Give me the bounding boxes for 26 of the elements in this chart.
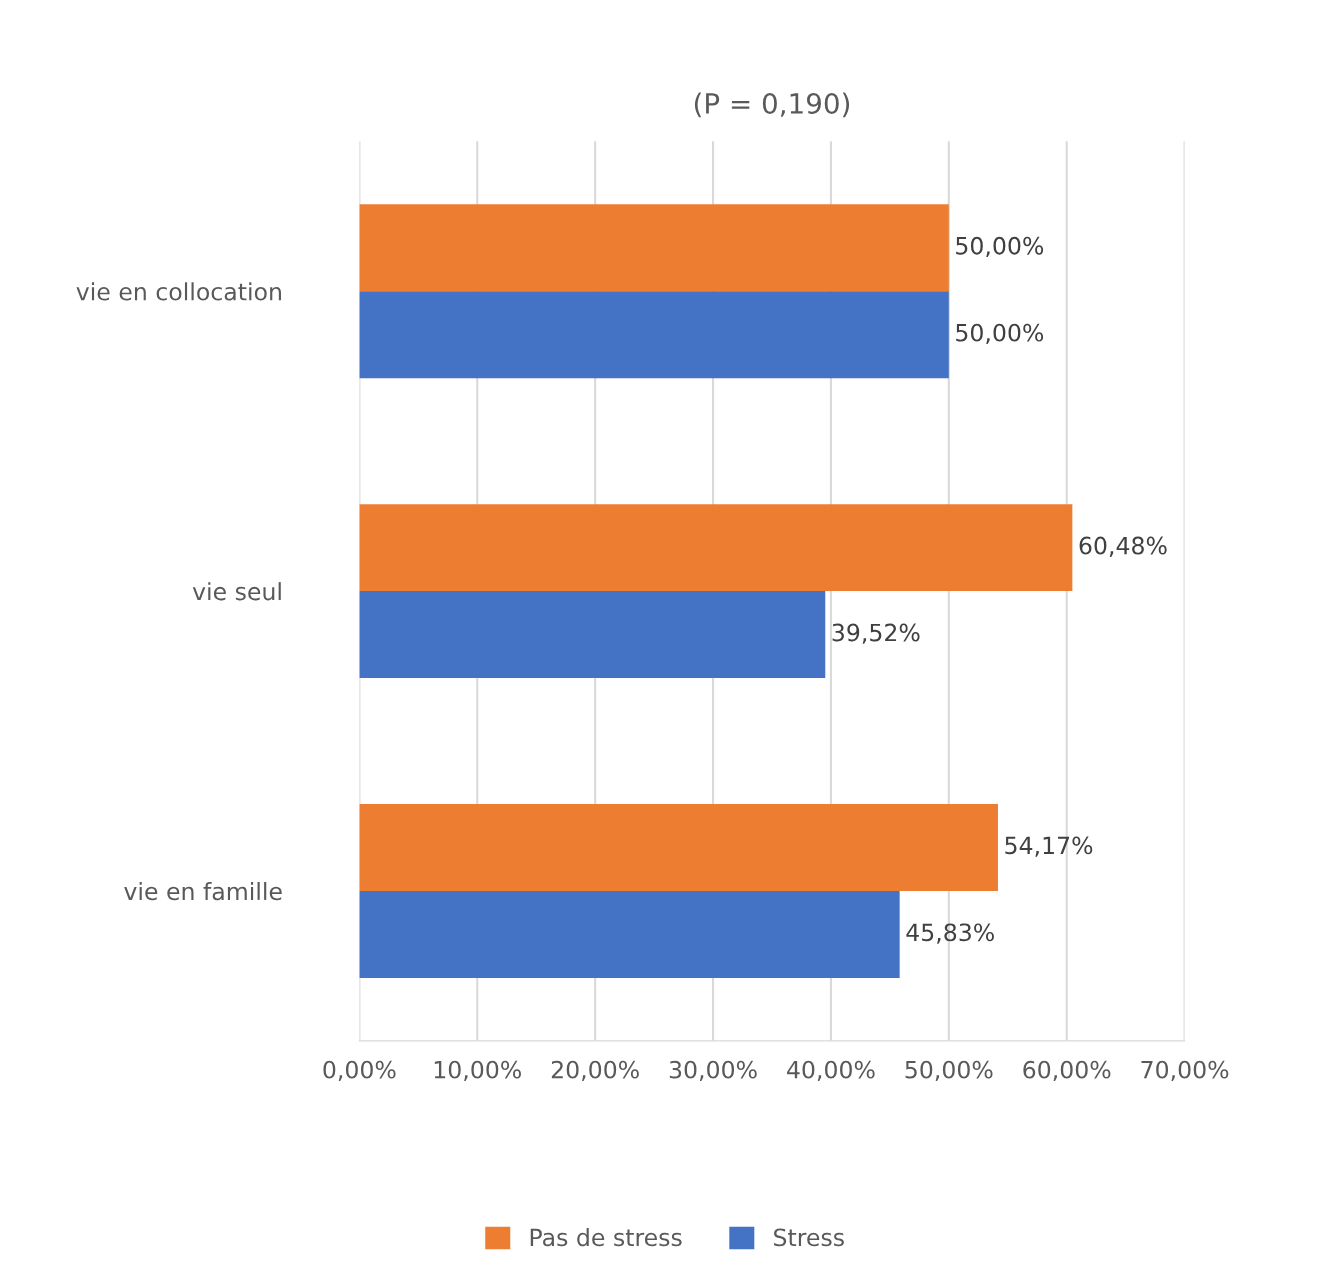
- x-tick-label: 20,00%: [551, 1060, 639, 1081]
- data-label: 60,48%: [1079, 536, 1167, 557]
- x-tick-label: 50,00%: [905, 1060, 993, 1081]
- data-label: 54,17%: [1005, 836, 1093, 857]
- data-label: 50,00%: [956, 323, 1044, 344]
- bar: [359, 291, 949, 379]
- data-label: 45,83%: [906, 923, 994, 944]
- x-tick-label: 70,00%: [1141, 1060, 1229, 1081]
- chart-title: (P = 0,190): [694, 92, 850, 118]
- bar: [359, 890, 900, 978]
- x-tick-label: 0,00%: [323, 1060, 396, 1081]
- y-tick-label: vie en famille: [124, 881, 282, 901]
- x-tick-label: 10,00%: [434, 1060, 521, 1081]
- x-tick-label: 60,00%: [1023, 1060, 1111, 1081]
- bar: [359, 504, 1073, 592]
- data-label: 39,52%: [832, 623, 920, 644]
- bar: [359, 204, 949, 292]
- bar: [359, 591, 826, 679]
- legend-label: Pas de stress: [530, 1228, 682, 1247]
- y-tick-label: vie en collocation: [76, 282, 281, 301]
- legend-label: Stress: [774, 1228, 844, 1247]
- y-tick-label: vie seul: [192, 582, 281, 601]
- bar: [359, 803, 998, 891]
- x-tick-label: 30,00%: [669, 1060, 757, 1081]
- data-label: 50,00%: [956, 236, 1044, 258]
- x-tick-label: 40,00%: [787, 1060, 875, 1081]
